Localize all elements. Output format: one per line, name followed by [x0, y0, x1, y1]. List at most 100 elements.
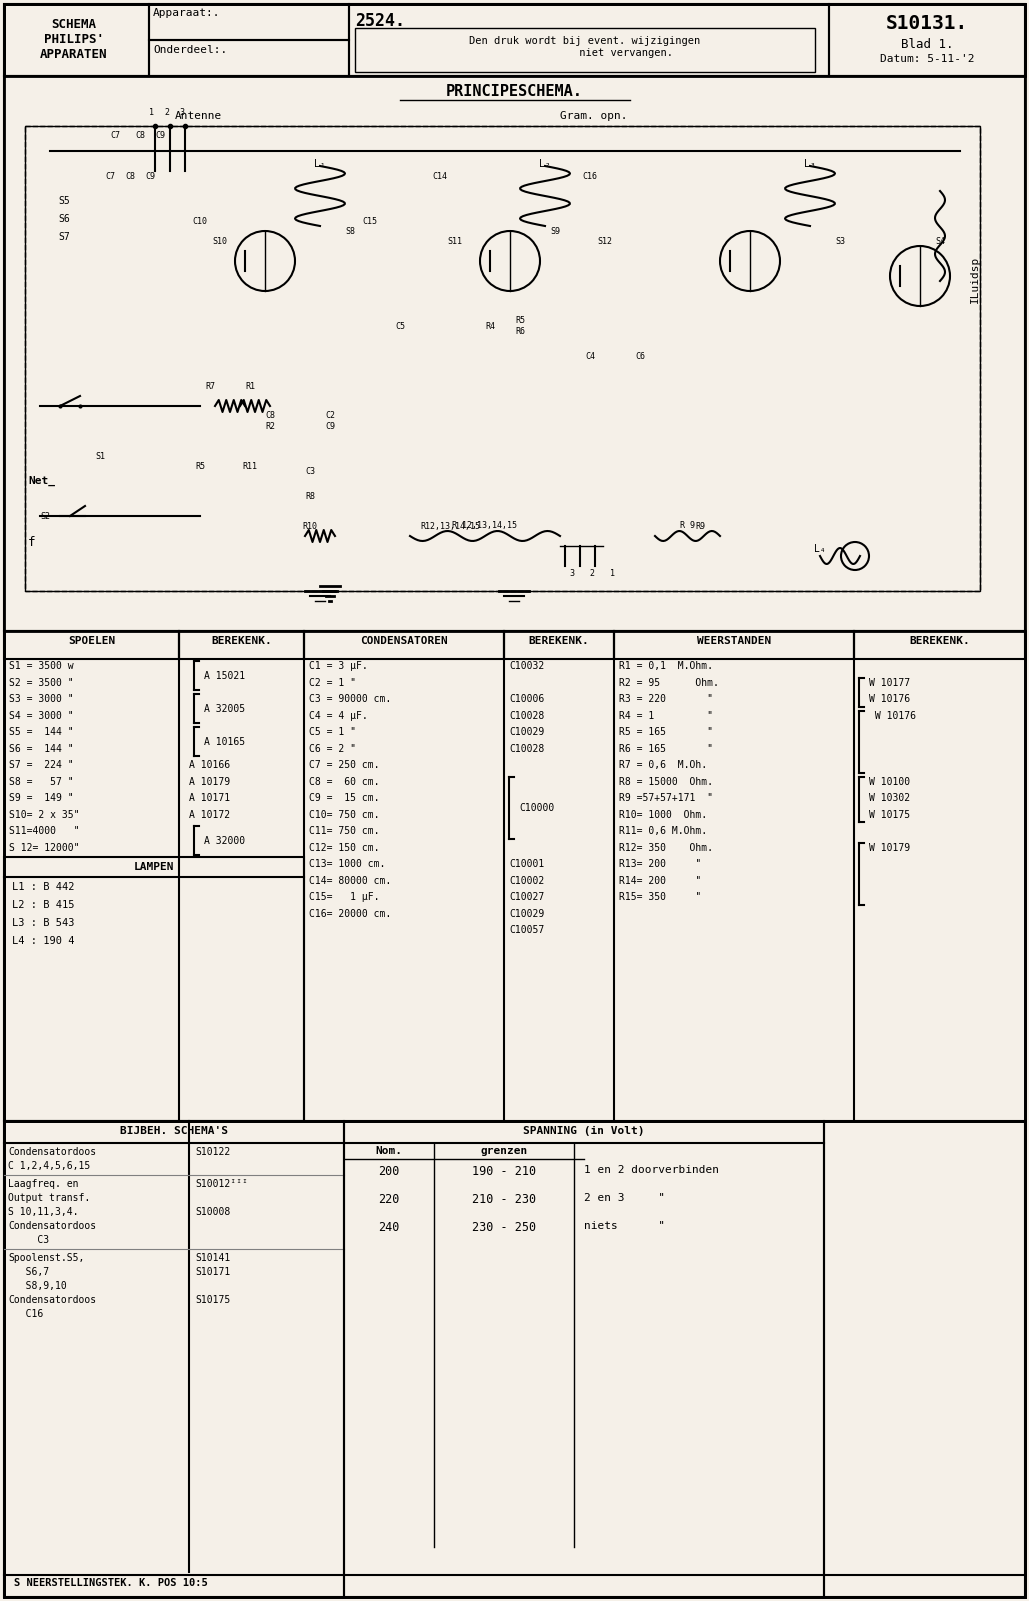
Text: S10171: S10171: [196, 1266, 230, 1278]
Text: 2 en 3     ": 2 en 3 ": [584, 1193, 665, 1202]
Bar: [304, 631, 504, 660]
Text: C5 = 1 ": C5 = 1 ": [309, 727, 356, 736]
Text: S10175: S10175: [196, 1295, 230, 1305]
Text: BEREKENK.: BEREKENK.: [910, 636, 970, 645]
Bar: [4, 631, 179, 660]
Text: S8,9,10: S8,9,10: [8, 1281, 67, 1290]
Text: L₁: L₁: [314, 158, 326, 170]
Bar: [4, 1121, 1025, 1598]
Text: S12: S12: [598, 237, 612, 245]
Text: S11=4000   ": S11=4000 ": [9, 826, 79, 836]
Text: A 10179: A 10179: [189, 776, 230, 786]
Text: 190 - 210: 190 - 210: [472, 1166, 536, 1178]
Text: R8 = 15000  Ohm.: R8 = 15000 Ohm.: [619, 776, 713, 786]
Text: S 12= 12000": S 12= 12000": [9, 842, 79, 852]
Text: S4: S4: [935, 237, 945, 245]
Text: C10028: C10028: [509, 743, 544, 754]
Text: SPANNING (in Volt): SPANNING (in Volt): [524, 1126, 645, 1137]
Text: S8: S8: [345, 226, 355, 235]
Text: W 10179: W 10179: [870, 842, 910, 852]
Text: WEERSTANDEN: WEERSTANDEN: [697, 636, 771, 645]
Text: C9: C9: [155, 131, 165, 139]
Text: C4: C4: [586, 352, 595, 360]
Text: C16: C16: [8, 1310, 43, 1319]
Text: C10028: C10028: [509, 711, 544, 720]
Text: L3 : B 543: L3 : B 543: [12, 917, 74, 929]
Text: S2 = 3500 ": S2 = 3500 ": [9, 677, 74, 687]
Text: C16= 20000 cm.: C16= 20000 cm.: [309, 908, 391, 919]
Text: W 10176: W 10176: [870, 693, 910, 704]
Text: R4 = 1         ": R4 = 1 ": [619, 711, 713, 720]
Text: 3: 3: [179, 107, 184, 117]
Text: R 9: R 9: [680, 520, 696, 530]
Bar: [829, 3, 1025, 75]
Bar: [4, 3, 149, 75]
Text: S5 =  144 ": S5 = 144 ": [9, 727, 74, 736]
Text: Net_: Net_: [28, 475, 55, 487]
Text: C9 =  15 cm.: C9 = 15 cm.: [309, 792, 380, 804]
Text: S10008: S10008: [196, 1207, 230, 1217]
Text: LAMPEN: LAMPEN: [134, 861, 174, 873]
Text: 2: 2: [165, 107, 170, 117]
Text: Condensatordoos: Condensatordoos: [8, 1146, 96, 1158]
Text: Blad 1.: Blad 1.: [900, 38, 953, 51]
Text: SCHEMA
PHILIPS'
APPARATEN: SCHEMA PHILIPS' APPARATEN: [40, 18, 108, 61]
Bar: [824, 1121, 1025, 1598]
Text: C12= 150 cm.: C12= 150 cm.: [309, 842, 380, 852]
Text: C9: C9: [145, 171, 155, 181]
Text: C8
R2: C8 R2: [265, 411, 275, 431]
Text: S10131.: S10131.: [886, 14, 968, 34]
Text: C1 = 3 μF.: C1 = 3 μF.: [309, 661, 367, 671]
Text: Spoolenst.S5,: Spoolenst.S5,: [8, 1254, 84, 1263]
Text: ILuidsp: ILuidsp: [970, 256, 980, 303]
Text: R12= 350    Ohm.: R12= 350 Ohm.: [619, 842, 713, 852]
Text: BIJBEH. SCHEMA'S: BIJBEH. SCHEMA'S: [120, 1126, 228, 1137]
Text: C15=   1 μF.: C15= 1 μF.: [309, 892, 380, 901]
Text: S7 =  224 ": S7 = 224 ": [9, 760, 74, 770]
Text: S 10,11,3,4.: S 10,11,3,4.: [8, 1207, 78, 1217]
Text: C8 =  60 cm.: C8 = 60 cm.: [309, 776, 380, 786]
Text: 2524.: 2524.: [355, 11, 405, 30]
Text: C5: C5: [395, 322, 405, 330]
Text: R13= 200     ": R13= 200 ": [619, 860, 701, 869]
Text: C7: C7: [105, 171, 115, 181]
Text: L4 : 190 4: L4 : 190 4: [12, 937, 74, 946]
Text: A 10172: A 10172: [189, 810, 230, 820]
Text: C10057: C10057: [509, 925, 544, 935]
Text: Den druk wordt bij event. wijzigingen
             niet vervangen.: Den druk wordt bij event. wijzigingen ni…: [469, 35, 701, 58]
Text: A 10166: A 10166: [189, 760, 230, 770]
Text: R6 = 165       ": R6 = 165 ": [619, 743, 713, 754]
Text: A 10165: A 10165: [204, 736, 245, 746]
Text: S6,7: S6,7: [8, 1266, 49, 1278]
Text: L₃: L₃: [804, 158, 816, 170]
Bar: [149, 3, 349, 40]
Text: Onderdeel:.: Onderdeel:.: [153, 45, 227, 54]
Bar: [854, 631, 1025, 660]
Text: Condensatordoos: Condensatordoos: [8, 1222, 96, 1231]
Text: C6: C6: [635, 352, 645, 360]
Text: W 10175: W 10175: [870, 810, 910, 820]
Text: S10122: S10122: [196, 1146, 230, 1158]
Text: R4: R4: [485, 322, 495, 330]
Text: W 10302: W 10302: [870, 792, 910, 804]
Text: W 10176: W 10176: [870, 711, 916, 720]
Text: R1: R1: [245, 381, 255, 391]
Text: R14= 200     ": R14= 200 ": [619, 876, 701, 885]
Text: S10141: S10141: [196, 1254, 230, 1263]
Text: Gram. opn.: Gram. opn.: [560, 110, 628, 122]
Text: A 10171: A 10171: [189, 792, 230, 804]
Text: S8 =   57 ": S8 = 57 ": [9, 776, 74, 786]
Text: C11= 750 cm.: C11= 750 cm.: [309, 826, 380, 836]
Text: C2 = 1 ": C2 = 1 ": [309, 677, 356, 687]
Text: R3 = 220       ": R3 = 220 ": [619, 693, 713, 704]
Text: S2: S2: [40, 511, 50, 520]
Text: C6 = 2 ": C6 = 2 ": [309, 743, 356, 754]
Text: C3: C3: [305, 466, 315, 475]
Text: A 15021: A 15021: [204, 671, 245, 680]
Text: C4 = 4 μF.: C4 = 4 μF.: [309, 711, 367, 720]
Text: Antenne: Antenne: [175, 110, 222, 122]
Bar: [344, 1121, 824, 1598]
Text: SPOELEN: SPOELEN: [68, 636, 115, 645]
Text: S1 = 3500 w: S1 = 3500 w: [9, 661, 74, 671]
Text: C10006: C10006: [509, 693, 544, 704]
